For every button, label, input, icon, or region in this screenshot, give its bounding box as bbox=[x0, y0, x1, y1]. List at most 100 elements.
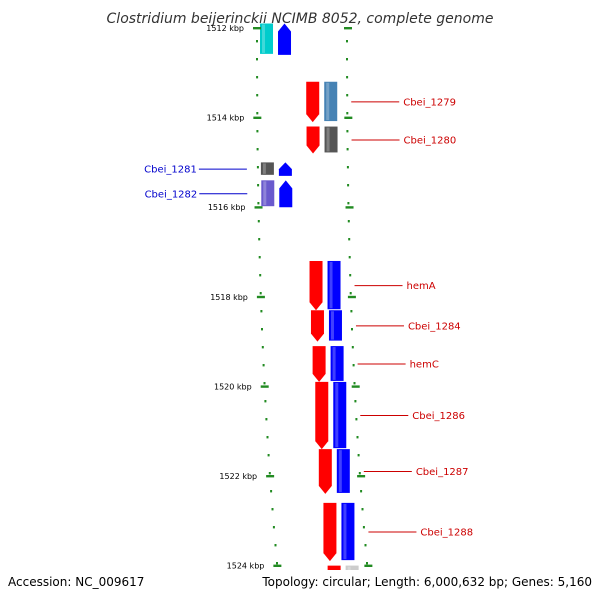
lane-dot bbox=[264, 400, 267, 403]
gene-label[interactable]: Cbei_1288 bbox=[420, 528, 473, 539]
lane-dot bbox=[346, 76, 349, 79]
axis-tick bbox=[347, 295, 356, 299]
lane-dot bbox=[271, 508, 274, 511]
gene-label[interactable]: hemA bbox=[407, 281, 436, 292]
lane-dot bbox=[265, 418, 268, 421]
gene-feature-bar[interactable] bbox=[261, 180, 275, 207]
gene-labels: Cbei_1279 Cbei_1280 Cbei_1281 Cbei_1282 hemA… bbox=[144, 97, 473, 538]
axis-tick bbox=[344, 116, 353, 119]
lane-dot bbox=[352, 364, 355, 367]
map-title: Clostridium beijerinckii NCIMB 8052, com… bbox=[107, 11, 494, 27]
gene-strand-arrow[interactable] bbox=[306, 81, 320, 123]
gene-feature-shine bbox=[262, 24, 266, 53]
lane-dot bbox=[256, 148, 259, 151]
gene-feature-bar[interactable] bbox=[324, 126, 338, 153]
lane-dot bbox=[270, 490, 273, 493]
lane-dot bbox=[261, 346, 264, 349]
lane-dot bbox=[354, 400, 357, 403]
lane-dot bbox=[256, 76, 259, 79]
gene-strand-arrow[interactable] bbox=[318, 449, 332, 494]
lane-dot bbox=[256, 130, 259, 133]
gene-strand-arrow[interactable] bbox=[323, 502, 337, 562]
gene-label[interactable]: Cbei_1280 bbox=[404, 136, 457, 147]
gene-strand-arrow[interactable] bbox=[315, 381, 329, 450]
axis-tick bbox=[256, 295, 265, 299]
lane-dot bbox=[348, 238, 351, 241]
axis-tick bbox=[260, 385, 269, 388]
lane-dot bbox=[256, 112, 259, 115]
lane-dot bbox=[261, 328, 263, 331]
gene-label[interactable]: Cbei_1286 bbox=[412, 411, 465, 422]
accession-text: Accession: NC_009617 bbox=[8, 575, 144, 589]
lane-dot bbox=[346, 94, 349, 97]
gene-feature-bar[interactable] bbox=[260, 23, 274, 54]
lane-dot bbox=[262, 364, 265, 367]
gene-feature-bar[interactable] bbox=[333, 381, 347, 449]
gene-feature-bar[interactable] bbox=[341, 502, 355, 561]
axis-tick bbox=[364, 564, 373, 567]
gene-label[interactable]: Cbei_1281 bbox=[144, 165, 197, 176]
gene-strand-arrow[interactable] bbox=[279, 180, 293, 208]
axis-tick-label: 1522 kbp bbox=[219, 472, 257, 481]
gene-feature-bar[interactable] bbox=[324, 81, 338, 122]
gene-feature-bar[interactable] bbox=[328, 310, 342, 341]
gene-label[interactable]: hemC bbox=[410, 360, 439, 371]
axis-tick bbox=[351, 385, 360, 388]
gene-strand-arrow[interactable] bbox=[312, 346, 326, 382]
lane-dot bbox=[258, 238, 261, 241]
lane-dot bbox=[256, 58, 258, 61]
lane-dot bbox=[263, 382, 266, 385]
lane-dot bbox=[346, 166, 349, 169]
gene-strand-arrow[interactable] bbox=[278, 162, 292, 176]
lane-dot bbox=[347, 184, 350, 187]
lane-dot bbox=[346, 40, 348, 43]
axis-tick bbox=[253, 27, 262, 30]
lane-dot bbox=[351, 346, 354, 349]
gene-label[interactable]: Cbei_1287 bbox=[416, 467, 469, 478]
gene-feature-bar[interactable] bbox=[336, 449, 350, 493]
gene-feature-bar[interactable] bbox=[330, 346, 344, 381]
gene-strand-arrow[interactable] bbox=[310, 310, 324, 342]
gene-strand-arrow[interactable] bbox=[309, 260, 323, 311]
lane-dot bbox=[256, 94, 259, 97]
axis-tick-label: 1512 kbp bbox=[206, 24, 244, 33]
lane-dot bbox=[347, 220, 350, 223]
gene-label[interactable]: Cbei_1282 bbox=[145, 189, 198, 200]
gene-feature-shine bbox=[329, 261, 333, 309]
gene-features bbox=[260, 23, 359, 593]
lane-dot bbox=[257, 184, 260, 187]
lane-dot bbox=[268, 472, 271, 475]
axis-tick-label: 1524 kbp bbox=[227, 562, 265, 571]
lane-dot bbox=[349, 274, 352, 277]
lane-dot bbox=[346, 148, 349, 151]
lane-dot bbox=[361, 508, 364, 511]
gene-feature-shine bbox=[262, 163, 266, 174]
gene-label[interactable]: Cbei_1284 bbox=[408, 321, 461, 332]
gene-feature-shine bbox=[343, 503, 347, 560]
lane-dot bbox=[260, 310, 263, 313]
lane-dot bbox=[266, 436, 269, 439]
lane-dot bbox=[346, 130, 349, 133]
gene-feature-bar[interactable] bbox=[260, 162, 274, 175]
lane-dot bbox=[356, 436, 359, 439]
lane-dot bbox=[272, 526, 275, 529]
footer-background bbox=[0, 570, 600, 600]
gene-label[interactable]: Cbei_1279 bbox=[403, 97, 456, 108]
axis-tick bbox=[344, 27, 353, 30]
axis-tick bbox=[253, 116, 262, 119]
lane-dot bbox=[349, 292, 352, 295]
gene-feature-shine bbox=[335, 382, 339, 448]
lane-dot bbox=[357, 454, 360, 457]
gene-strand-arrow[interactable] bbox=[306, 126, 320, 154]
lane-dot bbox=[346, 58, 348, 61]
lane-dot bbox=[256, 166, 259, 169]
lane-dot bbox=[259, 292, 262, 295]
gene-feature-bar[interactable] bbox=[327, 260, 341, 310]
topology-text: Topology: circular; Length: 6,000,632 bp… bbox=[261, 575, 592, 589]
lane-dot bbox=[364, 544, 367, 547]
lane-dot bbox=[366, 562, 368, 565]
lane-dot bbox=[348, 256, 351, 259]
gene-strand-arrow[interactable] bbox=[278, 23, 292, 55]
axis-tick bbox=[357, 475, 366, 478]
